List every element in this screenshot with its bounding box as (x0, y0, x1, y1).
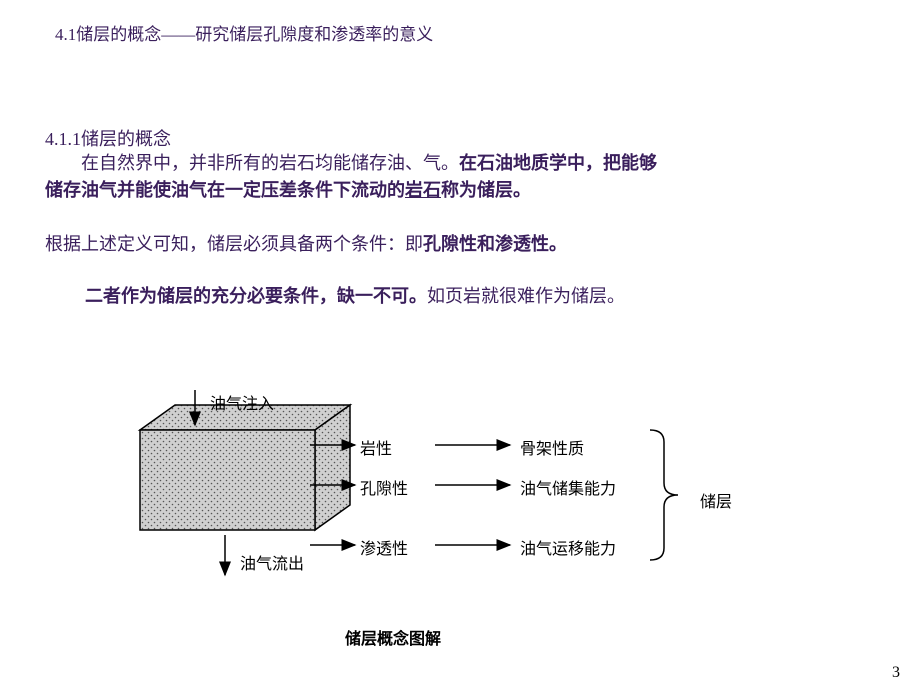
label-migration: 油气运移能力 (520, 535, 616, 559)
p2-plain: 根据上述定义可知，储层必须具备两个条件：即 (45, 234, 423, 254)
label-reservoir: 储层 (700, 488, 732, 512)
p3-plain: 如页岩就很难作为储层。 (427, 286, 625, 306)
label-porosity: 孔隙性 (360, 475, 408, 499)
section-title: 4.1.1储层的概念 (45, 125, 171, 151)
page-header: 4.1储层的概念——研究储层孔隙度和渗透率的意义 (55, 20, 433, 45)
label-lithology: 岩性 (360, 435, 392, 459)
diagram-caption: 储层概念图解 (345, 625, 441, 649)
p1-plain: 在自然界中，并非所有的岩石均能储存油、气。 (45, 153, 459, 173)
label-permeability: 渗透性 (360, 535, 408, 559)
label-inflow: 油气注入 (210, 390, 274, 414)
paragraph-3: 二者作为储层的充分必要条件，缺一不可。如页岩就很难作为储层。 (85, 282, 625, 308)
label-outflow: 油气流出 (240, 550, 304, 574)
p1-bold-underline: 岩石 (405, 180, 441, 200)
p3-bold: 二者作为储层的充分必要条件，缺一不可。 (85, 286, 427, 306)
page-number: 3 (892, 664, 900, 682)
reservoir-diagram: 油气注入 油气流出 岩性 骨架性质 孔隙性 油气储集能力 渗透性 油气运移能力 … (0, 380, 920, 660)
label-storage: 油气储集能力 (520, 475, 616, 499)
label-skeleton: 骨架性质 (520, 435, 584, 459)
paragraph-2: 根据上述定义可知，储层必须具备两个条件：即孔隙性和渗透性。 (45, 230, 567, 256)
p1-bold-b: 称为储层。 (441, 180, 531, 200)
paragraph-1: 在自然界中，并非所有的岩石均能储存油、气。在石油地质学中，把能够储存油气并能使油… (45, 150, 665, 204)
p2-bold: 孔隙性和渗透性。 (423, 234, 567, 254)
diagram-svg (0, 380, 920, 640)
